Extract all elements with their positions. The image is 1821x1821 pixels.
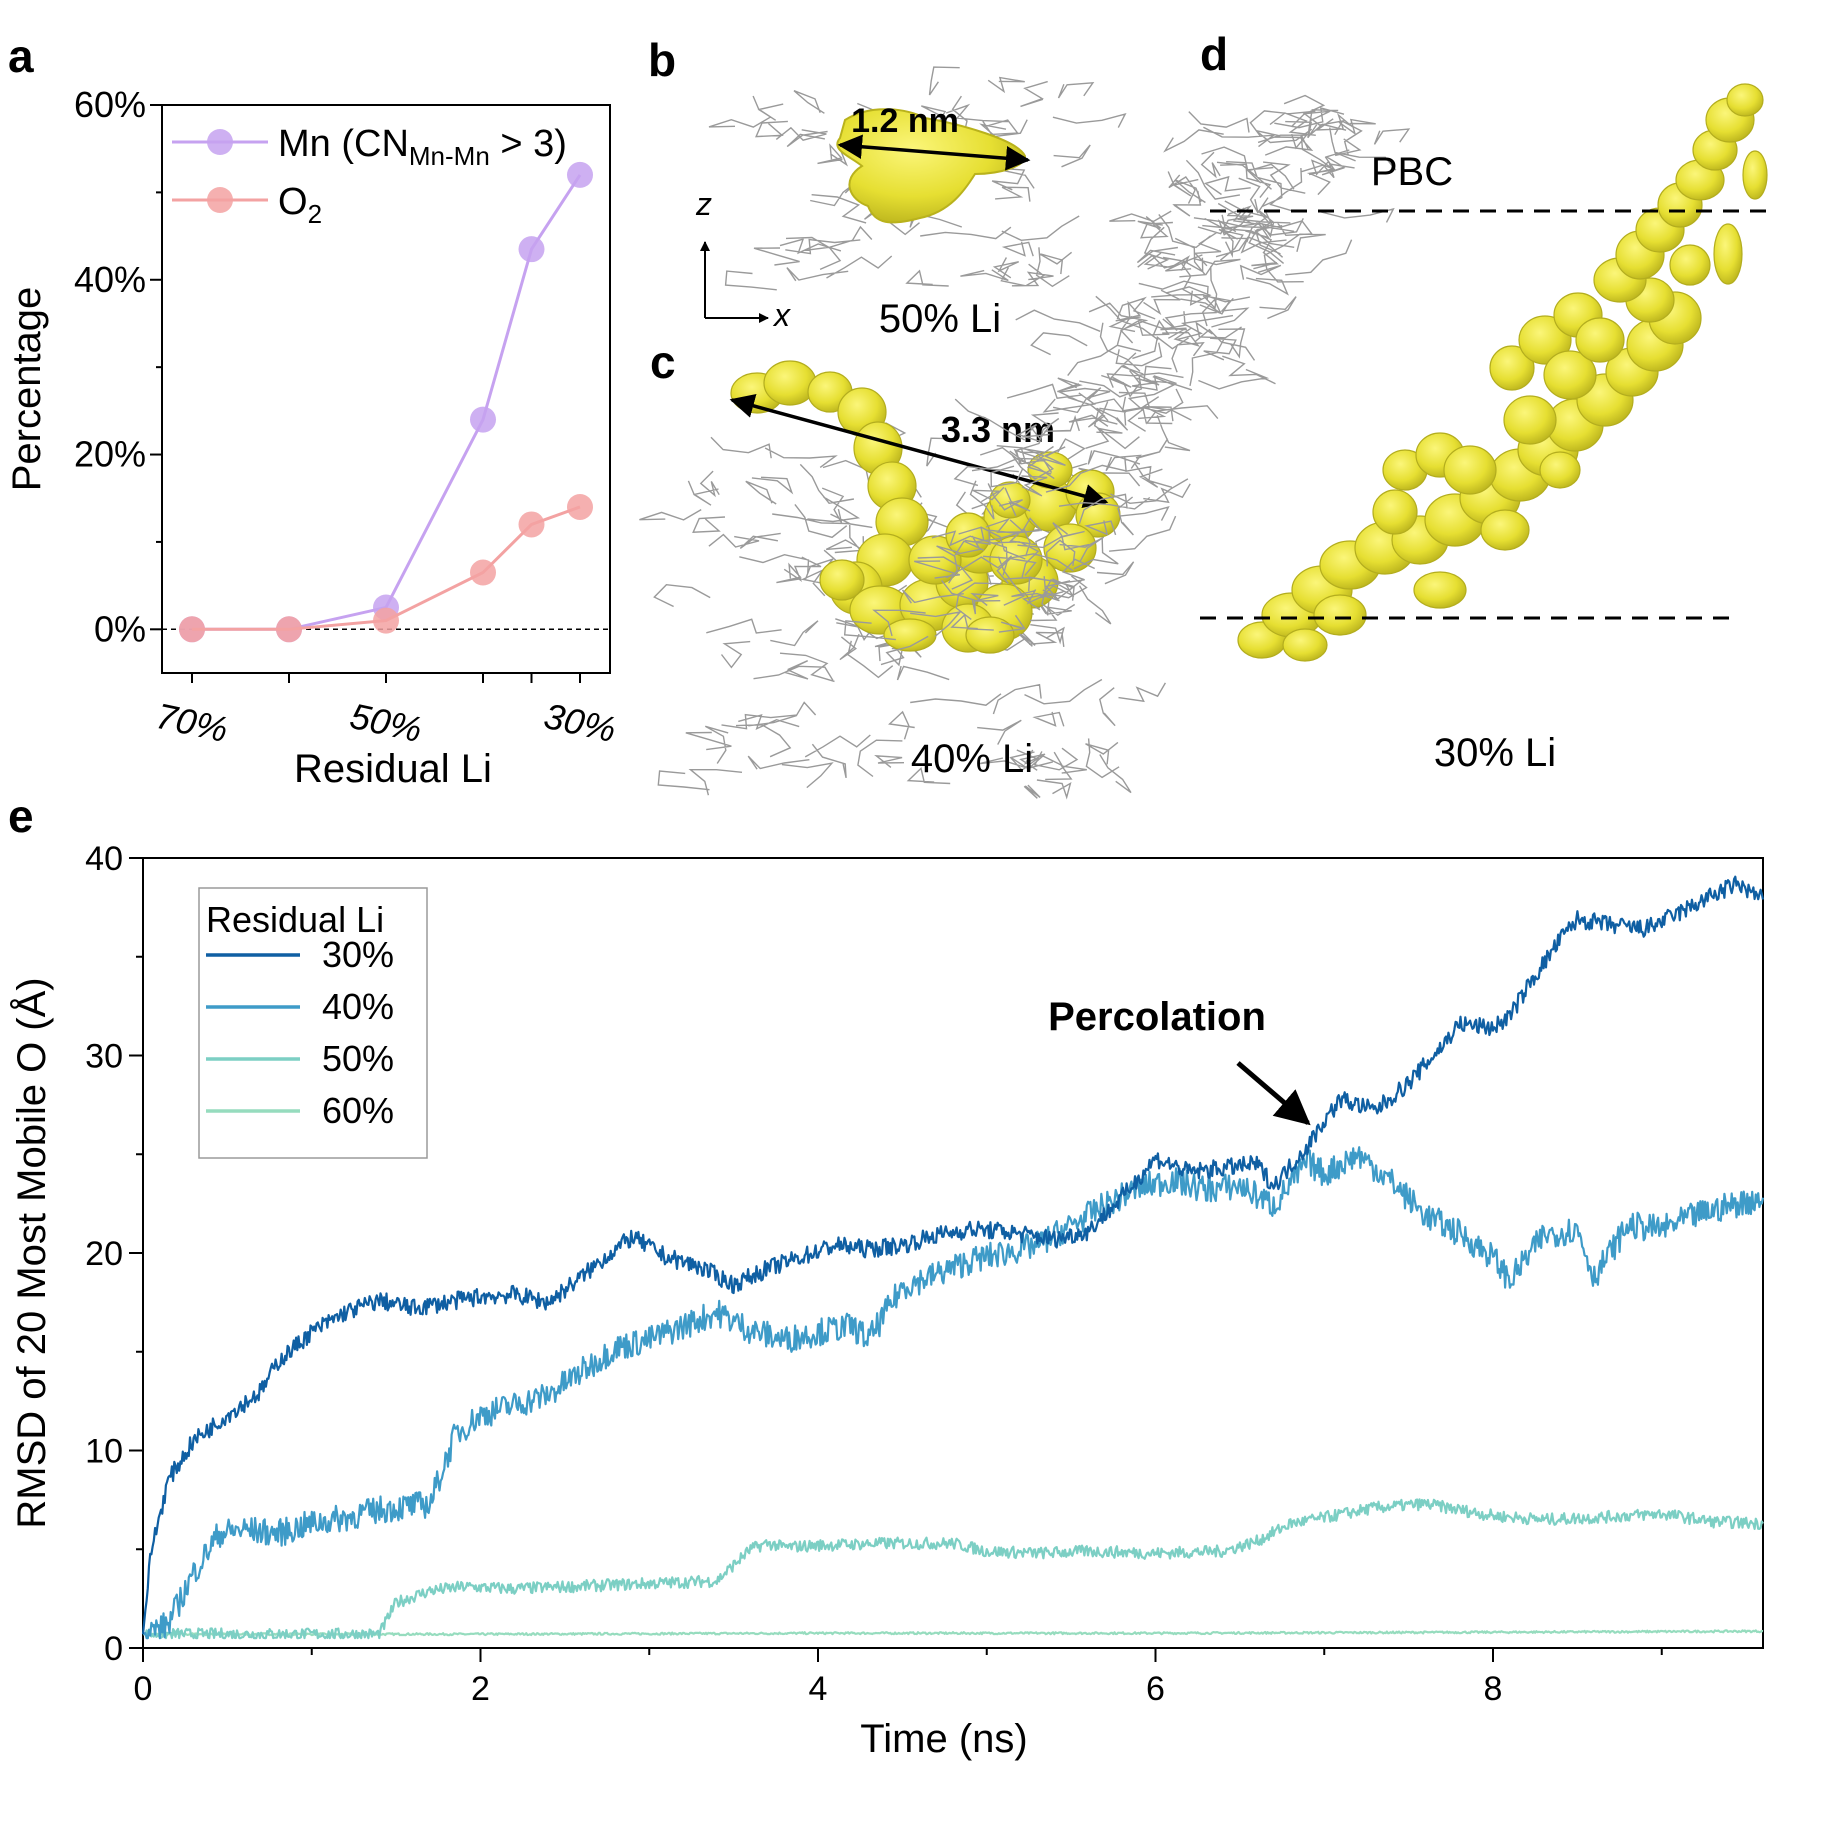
panel-label-d: d (1200, 28, 1228, 80)
panel-b-axis-z-label: z (695, 186, 712, 222)
chart-a-ylabel: Percentage (5, 287, 49, 492)
chart-e-series-60% (143, 1629, 1764, 1637)
chart-e-legend-label-3: 60% (322, 1090, 394, 1131)
chart-a-ytick-label: 20% (74, 434, 146, 475)
panel-d-pbc-label: PBC (1371, 150, 1453, 194)
panel-d-structure: PBC 30% Li (843, 83, 1775, 775)
chart-a-xlabel: Residual Li (294, 747, 492, 791)
chart-e-annotation-arrow (1236, 1061, 1311, 1126)
chart-e-legend: Residual Li 30% 40% 50% 60% (198, 887, 428, 1159)
panel-d-lattice (843, 94, 1411, 667)
chart-e-legend-label-2: 50% (322, 1038, 394, 1079)
chart-a-point-0-3 (470, 406, 496, 433)
chart-e-series-40% (142, 1146, 1765, 1640)
d-cluster-lobe (1742, 150, 1768, 200)
chart-a-legend: Mn (CNMn-Mn > 3) O2 (172, 123, 567, 229)
chart-e-legend-title: Residual Li (206, 899, 384, 940)
panel-label-c: c (650, 336, 676, 388)
panel-label-e: e (8, 790, 34, 842)
chart-e-xtick-label: 4 (809, 1670, 828, 1708)
panel-d-caption: 30% Li (1434, 731, 1556, 775)
chart-a-point-1-1 (276, 616, 302, 643)
chart-e-ytick-label: 40 (85, 840, 123, 878)
chart-e: 0 2 4 6 8 0 10 20 30 40 RMSD of 20 Most Mobile O … (9, 840, 1765, 1761)
panel-label-a: a (8, 30, 34, 82)
panel-b-structure: 1.2 nm z x 50% Li (695, 66, 1127, 341)
chart-e-legend-box (198, 887, 428, 1159)
chart-a-point-0-5 (567, 161, 593, 188)
panel-b-measure-label: 1.2 nm (851, 102, 959, 140)
d-cluster-lobe (1413, 571, 1467, 609)
d-cluster-lobe (1489, 345, 1535, 391)
chart-e-xtick-label: 0 (134, 1670, 153, 1708)
chart-e-ytick-label: 0 (104, 1630, 123, 1668)
chart-e-ytick-label: 10 (85, 1433, 123, 1471)
d-cluster-lobe (1443, 445, 1497, 495)
chart-e-ytick-label: 20 (85, 1235, 123, 1273)
panel-d-cluster (1237, 83, 1768, 662)
d-cluster-lobe (1480, 509, 1530, 551)
d-cluster-lobe (1575, 317, 1625, 363)
d-cluster-lobe (1372, 489, 1418, 535)
c-cluster-lobe (965, 616, 1015, 654)
chart-e-xtick-label: 6 (1146, 1670, 1165, 1708)
chart-a-point-1-0 (179, 616, 205, 643)
chart-a-xtick-label: 70% (153, 695, 232, 750)
panel-c-measure-label: 3.3 nm (941, 409, 1055, 450)
panel-b-measure-arrow (837, 134, 1031, 171)
c-cluster-lobe (945, 512, 991, 558)
panel-c-measure-arrow (729, 393, 1109, 509)
chart-a-ytick-label: 60% (74, 84, 146, 125)
d-cluster-lobe (1313, 594, 1367, 636)
chart-a-point-0-4 (518, 236, 545, 263)
chart-e-legend-label-0: 30% (322, 934, 394, 975)
chart-e-ytick-label: 30 (85, 1038, 123, 1076)
c-lattice-bonds (639, 422, 1177, 800)
panel-label-b: b (648, 34, 676, 86)
legend-a-mn-marker (207, 129, 233, 155)
b-lattice-bonds (708, 66, 1127, 291)
chart-a-ytick-label: 40% (74, 259, 146, 300)
chart-e-xtick-label: 2 (471, 1670, 490, 1708)
chart-a-xtick-label: 50% (347, 695, 426, 750)
d-lattice-bonds (843, 94, 1411, 667)
panel-b-caption: 50% Li (879, 297, 1001, 341)
chart-e-annotation: Percolation (1048, 995, 1266, 1039)
d-cluster-lobe (1503, 395, 1557, 445)
chart-a-point-1-2 (373, 607, 399, 634)
legend-a-o2-label: O2 (278, 181, 322, 229)
panel-c-lattice (639, 422, 1177, 800)
d-cluster-lobe (1726, 83, 1764, 117)
chart-e-ylabel: RMSD of 20 Most Mobile O (Å) (9, 977, 54, 1528)
c-cluster-lobe (819, 559, 865, 601)
d-cluster-lobe (1713, 223, 1743, 285)
d-cluster-lobe (1282, 628, 1328, 662)
chart-e-xtick-label: 8 (1484, 1670, 1503, 1708)
chart-a-frame (161, 104, 611, 674)
panel-b-axis-x-label: x (772, 297, 791, 333)
chart-e-series-50% (143, 1498, 1764, 1640)
chart-a-point-1-3 (470, 559, 496, 586)
legend-a-o2-marker (207, 187, 233, 213)
chart-a-ytick-label: 0% (94, 608, 146, 649)
d-cluster-lobe (1539, 451, 1581, 489)
c-cluster-lobe (763, 360, 817, 406)
legend-a-mn-label: Mn (CNMn-Mn > 3) (278, 123, 567, 171)
chart-a-point-1-5 (567, 493, 593, 520)
chart-a-xtick-label: 30% (541, 695, 620, 750)
panel-c-caption: 40% Li (911, 737, 1033, 781)
chart-e-series-30% (141, 875, 1765, 1635)
d-cluster-lobe (1669, 244, 1711, 286)
chart-e-xlabel: Time (ns) (860, 1717, 1027, 1761)
d-cluster-lobe (1543, 350, 1597, 400)
panel-b-lattice (708, 66, 1127, 291)
chart-e-legend-label-1: 40% (322, 986, 394, 1027)
chart-a: 0% 20% 40% 60% 70% 50% 30% Percentage Residual… (5, 84, 620, 791)
chart-a-point-1-4 (518, 511, 545, 538)
